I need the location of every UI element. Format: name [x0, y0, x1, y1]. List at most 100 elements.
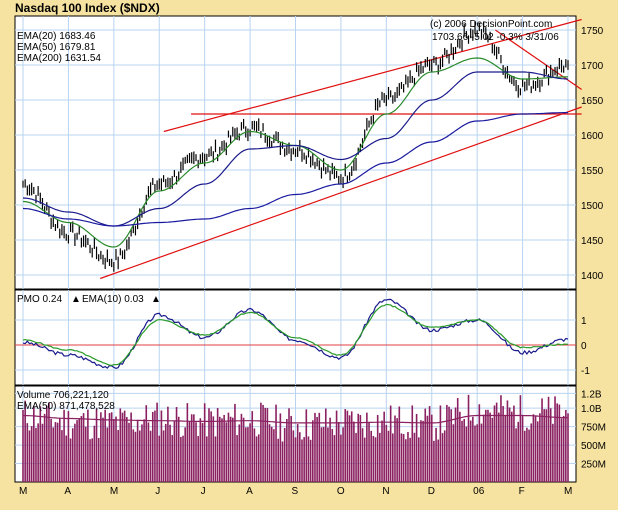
volume-bar — [389, 405, 392, 482]
volume-bar — [288, 408, 290, 482]
volume-bar — [210, 411, 212, 482]
volume-bar — [415, 413, 418, 482]
volume-bar — [443, 430, 446, 482]
legend-pmo-ema: EMA(10) 0.03 — [82, 294, 144, 305]
volume-bar — [495, 402, 498, 482]
y-tick-label: 1.0B — [581, 404, 602, 415]
volume-bar — [485, 409, 487, 482]
volume-bar — [80, 416, 83, 482]
volume-bar — [376, 415, 379, 482]
volume-bar — [467, 394, 470, 482]
trendline-lower — [100, 106, 582, 280]
volume-bar — [110, 412, 113, 482]
gridlines — [15, 16, 576, 482]
volume-bar — [41, 423, 44, 482]
volume-bar — [281, 441, 284, 482]
legend-ema200: EMA(200) 1631.54 — [17, 53, 101, 64]
volume-bar — [67, 411, 70, 482]
y-tick-label: -1 — [581, 366, 590, 377]
volume-bar — [316, 416, 318, 482]
volume-bar — [450, 409, 453, 482]
volume-bar — [396, 418, 398, 482]
volume-bar — [398, 406, 401, 482]
x-tick-label: A — [64, 486, 71, 497]
volume-bar — [493, 405, 496, 482]
volume-bar — [39, 406, 42, 482]
y-tick-label: 1.2B — [581, 389, 602, 400]
volume-bar — [565, 409, 567, 482]
volume-bar — [63, 409, 65, 482]
volume-bar — [359, 415, 362, 482]
volume-bar — [361, 428, 364, 482]
x-tick-label: A — [246, 486, 253, 497]
volume-bar — [199, 418, 202, 482]
volume-bar — [392, 433, 394, 482]
volume-bar — [22, 410, 24, 482]
volume-bar — [249, 423, 251, 482]
volume-bar — [240, 413, 243, 482]
volume-bar — [318, 412, 321, 482]
volume-bar — [56, 422, 59, 482]
y-tick-label: 1500 — [581, 201, 604, 212]
volume-bar — [206, 436, 208, 482]
volume-bar — [229, 416, 232, 482]
y-tick-label: 0 — [581, 341, 587, 352]
volume-bar — [37, 423, 39, 482]
x-tick-label: F — [519, 486, 525, 497]
volume-bar — [426, 415, 429, 482]
volume-bar — [539, 413, 541, 482]
volume-bar — [424, 408, 427, 482]
pmo-ema-arrow-icon: ▲ — [151, 294, 161, 305]
volume-bar — [368, 422, 370, 482]
volume-bar — [296, 424, 299, 482]
volume-bar — [506, 400, 509, 482]
volume-bar — [270, 426, 273, 482]
volume-bar — [383, 411, 385, 482]
volume-bar — [69, 438, 72, 482]
volume-bar — [500, 395, 502, 482]
volume-bar — [556, 403, 558, 482]
volume-bar — [333, 435, 336, 482]
volume-bar — [160, 410, 163, 482]
x-tick-label: M — [564, 486, 572, 497]
volume-bar — [489, 412, 491, 482]
volume-bar — [387, 430, 390, 482]
volume-bar — [197, 436, 199, 482]
volume-bar — [407, 432, 409, 482]
volume-bar — [145, 405, 148, 482]
volume-bar — [95, 408, 98, 482]
volume-bar — [126, 416, 128, 482]
volume-bar — [242, 417, 245, 482]
legend-ema50: EMA(50) 1679.81 — [17, 42, 96, 53]
volume-bar — [340, 434, 342, 482]
volume-bar — [227, 412, 230, 482]
volume-bar — [177, 416, 180, 482]
volume-bar — [28, 430, 31, 482]
volume-bar — [225, 422, 228, 482]
volume-bar — [238, 424, 241, 482]
volume-bar — [173, 420, 176, 482]
y-tick-label: 1400 — [581, 271, 604, 282]
volume-bar — [463, 419, 465, 482]
volume-bar — [182, 435, 184, 482]
volume-bar — [216, 408, 219, 482]
legend-volume-ema: EMA(50) 871,478,528 — [17, 401, 115, 412]
volume-bar — [515, 428, 517, 482]
volume-bar — [149, 430, 152, 482]
volume-bar — [35, 427, 37, 482]
volume-bar — [290, 415, 292, 482]
volume-bar — [58, 417, 61, 482]
volume-bar — [52, 427, 55, 482]
volume-bar — [102, 417, 104, 482]
volume-bar — [417, 437, 420, 482]
volume-bar — [428, 406, 431, 482]
volume-bar — [504, 415, 507, 482]
volume-bar — [108, 413, 111, 482]
volume-bar — [262, 404, 264, 482]
volume-bar — [435, 427, 437, 482]
series-lines — [22, 21, 569, 424]
volume-bar — [350, 411, 353, 482]
volume-bar — [558, 404, 561, 482]
axis-ticks: M A M J J A S O N D 06 F M14001450150015501600165017… — [19, 26, 606, 497]
